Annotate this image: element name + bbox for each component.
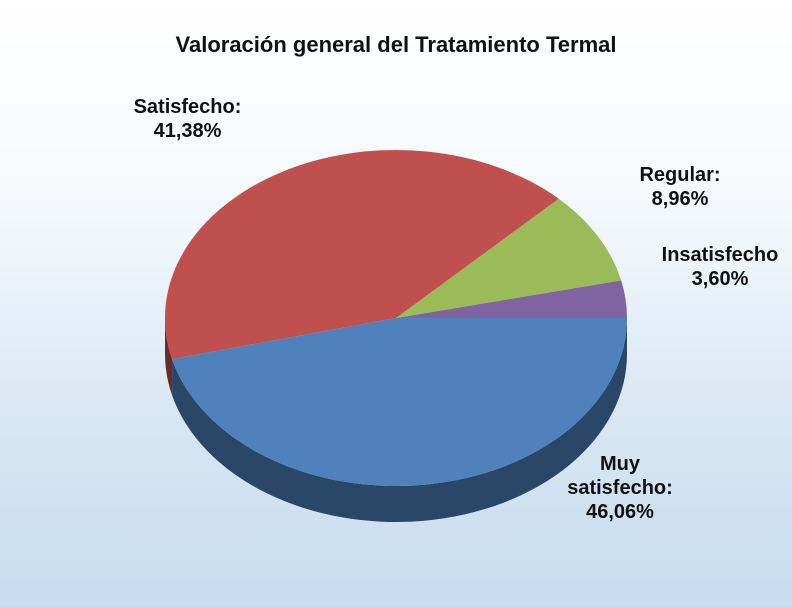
pie-slice	[396, 198, 622, 318]
label-category: Insatisfecho	[661, 244, 779, 266]
label-value: 46,06%	[586, 501, 654, 523]
data-label: Muy satisfecho: 46,06%	[545, 452, 695, 524]
label-value: 41,38%	[153, 120, 222, 142]
data-label: Insatisfecho 3,60%	[640, 243, 792, 291]
pie-side	[165, 318, 173, 396]
label-category: Regular:	[639, 164, 721, 186]
data-label: Satisfecho: 41,38%	[100, 95, 275, 143]
chart-title: Valoración general del Tratamiento Terma…	[175, 32, 617, 57]
pie-slice	[172, 318, 628, 486]
label-category: Satisfecho:	[133, 96, 242, 118]
pie-side	[172, 318, 628, 522]
data-label: Regular: 8,96%	[610, 163, 750, 211]
label-category: Muy satisfecho:	[567, 453, 673, 499]
pie-slice	[396, 280, 627, 318]
pie-slice	[165, 150, 559, 360]
label-value: 8,96%	[651, 188, 709, 210]
label-value: 3,60%	[691, 268, 749, 290]
